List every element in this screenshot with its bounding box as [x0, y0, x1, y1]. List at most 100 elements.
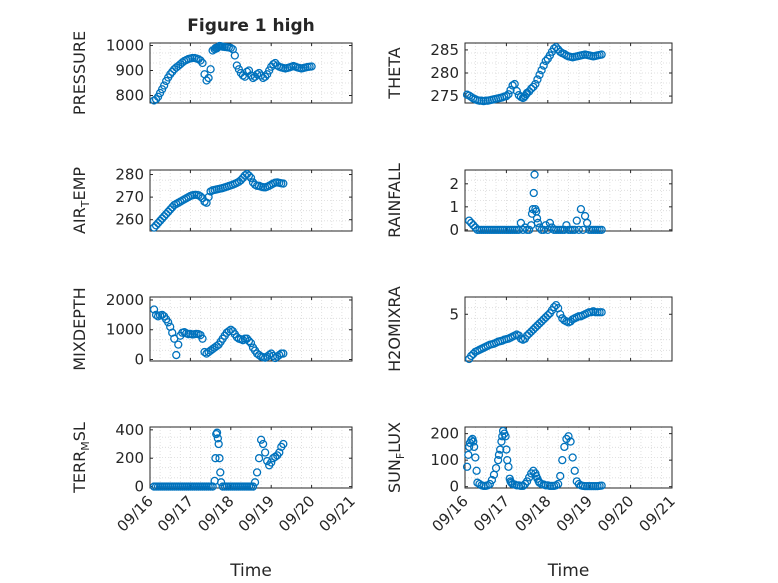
y-axis-label: RAINFALL: [385, 163, 404, 238]
data-point: [166, 205, 175, 214]
data-point: [496, 445, 505, 454]
data-point: [472, 466, 481, 475]
data-point: [543, 311, 552, 320]
data-point: [494, 450, 504, 459]
data-point: [244, 66, 254, 75]
data-point: [212, 428, 222, 437]
y-axis-label: PRESSURE: [70, 31, 89, 115]
y-tick-label: 200: [430, 425, 459, 443]
data-point: [562, 221, 571, 230]
data-point: [238, 336, 248, 345]
data-point: [151, 95, 161, 104]
axes-frame: [149, 42, 353, 104]
data-point: [258, 439, 268, 449]
data-point: [279, 439, 288, 449]
data-point: [254, 454, 264, 463]
data-point: [246, 338, 256, 348]
data-point: [518, 225, 528, 234]
data-point: [564, 432, 573, 441]
data-point: [551, 481, 561, 490]
y-tick-label: 260: [115, 211, 144, 229]
y-tick-label: 0: [134, 478, 144, 496]
data-point: [462, 462, 472, 471]
data-point: [533, 75, 542, 84]
data-point: [256, 435, 266, 444]
data-point: [164, 318, 173, 327]
data-point: [166, 70, 175, 79]
y-tick-label: 800: [115, 87, 144, 105]
subplot-6: 5 H2OMIXRA: [385, 286, 673, 372]
data-point: [164, 207, 173, 216]
data-point: [279, 349, 288, 358]
data-point: [198, 58, 207, 68]
x-axis-label: Time: [547, 561, 590, 581]
data-point: [244, 171, 254, 180]
subplot-1: 800 900 1000 PRESSURE Figure 1 high: [70, 16, 353, 115]
y-tick-label: 5: [449, 305, 459, 323]
data-point: [493, 456, 503, 465]
data-point: [216, 468, 225, 477]
data-point: [162, 209, 171, 219]
y-tick-label: 400: [115, 421, 144, 439]
data-point: [153, 218, 163, 228]
data-point: [236, 176, 246, 185]
data-point: [566, 437, 575, 446]
data-point: [574, 225, 583, 234]
data-point: [252, 468, 262, 477]
data-point: [597, 308, 606, 317]
axes-background: [465, 297, 672, 361]
data-point: [157, 310, 167, 320]
y-tick-label: 0: [449, 221, 459, 239]
data-point: [202, 198, 211, 207]
data-point: [597, 481, 606, 490]
x-axis-label: Time: [229, 561, 272, 581]
y-axis-label: SUNFLUX: [385, 422, 407, 493]
data-point: [269, 351, 278, 361]
data-point: [508, 81, 517, 90]
data-point: [215, 454, 224, 463]
data-point: [556, 310, 565, 319]
data-point: [558, 456, 567, 465]
data-point: [256, 71, 266, 80]
y-axis-label: H2OMIXRA: [385, 286, 404, 372]
data-point: [206, 65, 215, 74]
data-point: [242, 334, 252, 343]
y-axis-label: THETA: [385, 47, 404, 99]
y-axis-label: TERRMSL: [70, 422, 92, 494]
data-point: [467, 436, 476, 445]
data-point: [556, 471, 565, 481]
data-point: [178, 58, 187, 67]
data-point: [560, 225, 569, 234]
y-tick-label: 1000: [106, 37, 144, 55]
data-point: [248, 482, 258, 491]
data-point: [149, 305, 159, 314]
data-point: [174, 340, 183, 349]
data-point: [212, 341, 221, 351]
data-point: [250, 478, 260, 487]
y-tick-label: 0: [134, 351, 144, 369]
data-point: [307, 62, 316, 71]
data-point: [260, 448, 270, 457]
data-point: [506, 85, 515, 95]
data-point: [522, 88, 532, 97]
axes-frame: [464, 296, 673, 362]
data-point: [551, 43, 561, 52]
data-point: [275, 350, 284, 360]
data-point: [149, 223, 159, 232]
data-point: [198, 334, 207, 343]
data-point: [533, 218, 543, 228]
subplot-5: 0 1000 2000 MIXDEPTH: [70, 287, 353, 371]
data-point: [539, 225, 548, 234]
data-point: [530, 170, 539, 179]
data-point: [196, 192, 205, 201]
data-point: [554, 479, 563, 489]
y-tick-label: 275: [430, 87, 459, 105]
y-tick-label: 2: [449, 175, 459, 193]
y-tick-label: 285: [430, 41, 459, 59]
data-point: [226, 325, 235, 334]
axes-frame: [149, 169, 353, 232]
data-point: [204, 73, 213, 83]
data-point: [260, 72, 270, 81]
